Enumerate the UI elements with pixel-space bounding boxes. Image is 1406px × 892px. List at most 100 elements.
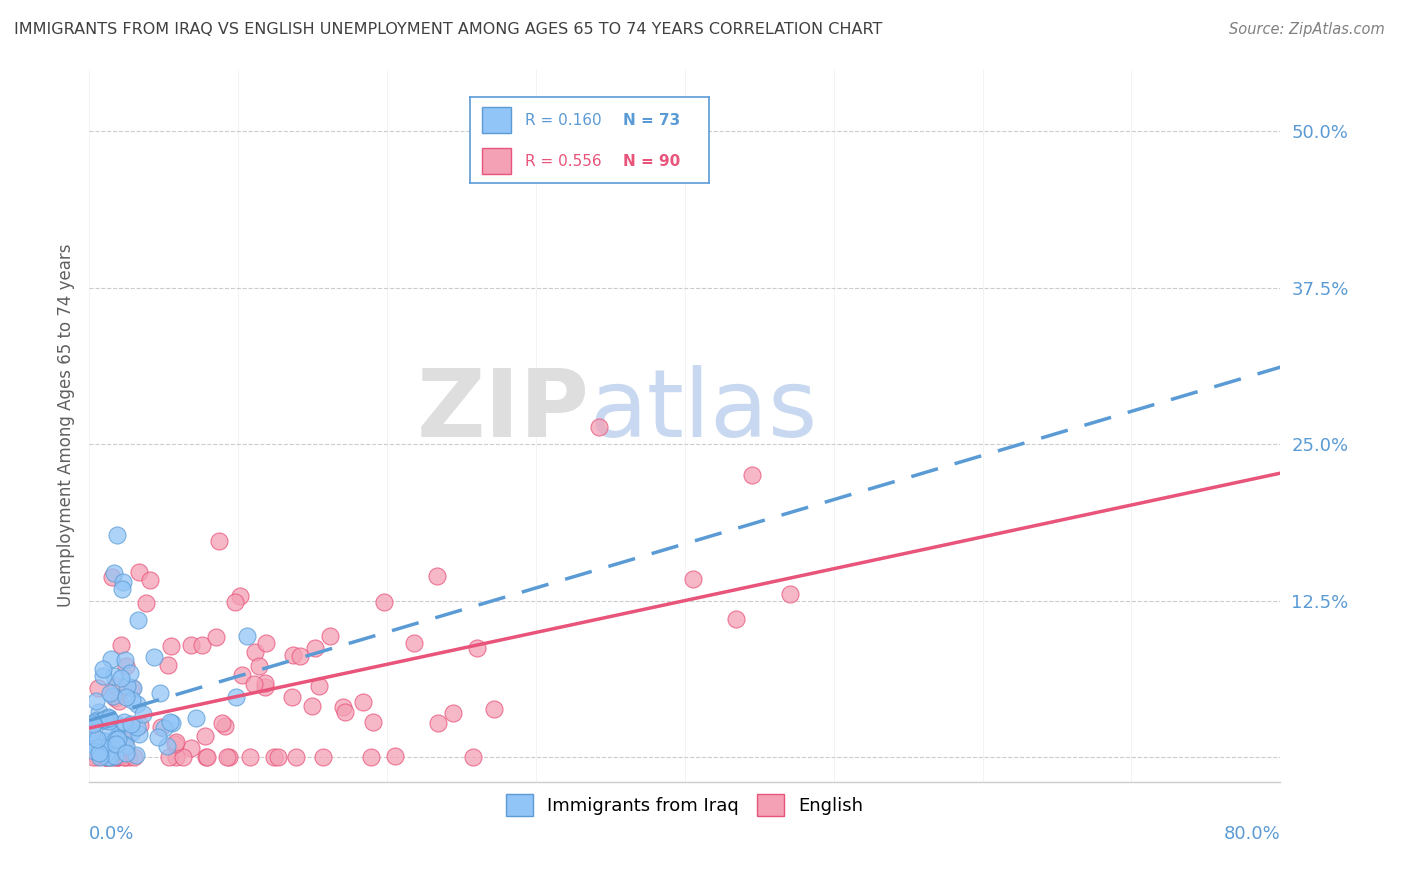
- Point: [129, 718, 152, 732]
- Point: [301, 699, 323, 714]
- Point: [120, 716, 142, 731]
- Point: [105, 527, 128, 541]
- Point: [96, 750, 118, 764]
- Text: 80.0%: 80.0%: [1223, 825, 1281, 843]
- Point: [80, 735, 103, 749]
- Point: [97, 710, 120, 724]
- Point: [105, 750, 128, 764]
- Y-axis label: Unemployment Among Ages 65 to 74 years: Unemployment Among Ages 65 to 74 years: [58, 244, 75, 607]
- Point: [114, 653, 136, 667]
- Point: [110, 671, 132, 685]
- Point: [104, 691, 127, 706]
- Point: [118, 750, 141, 764]
- Point: [332, 700, 354, 714]
- Point: [104, 749, 127, 764]
- Point: [139, 573, 162, 587]
- Point: [91, 714, 114, 728]
- Point: [110, 638, 132, 652]
- Point: [115, 659, 138, 673]
- Text: atlas: atlas: [589, 365, 818, 458]
- Point: [82, 717, 104, 731]
- Point: [148, 686, 170, 700]
- Point: [107, 732, 129, 747]
- Point: [86, 750, 108, 764]
- Point: [103, 750, 125, 764]
- Point: [98, 737, 121, 751]
- Point: [741, 467, 763, 482]
- Text: ZIP: ZIP: [416, 365, 589, 458]
- Point: [172, 750, 194, 764]
- Point: [384, 749, 406, 764]
- Point: [105, 731, 128, 745]
- Point: [105, 732, 128, 747]
- Text: 0.0%: 0.0%: [89, 825, 135, 843]
- Point: [588, 419, 610, 434]
- Point: [225, 690, 247, 704]
- Point: [121, 693, 143, 707]
- Point: [156, 739, 179, 754]
- Point: [115, 739, 138, 753]
- Point: [218, 750, 240, 764]
- Point: [93, 733, 115, 747]
- Point: [100, 570, 122, 584]
- Point: [482, 702, 505, 716]
- Point: [91, 714, 114, 728]
- Point: [156, 658, 179, 673]
- Point: [682, 573, 704, 587]
- Point: [280, 690, 302, 705]
- Point: [114, 750, 136, 764]
- Point: [93, 733, 115, 747]
- Point: [186, 711, 208, 725]
- Point: [229, 589, 252, 603]
- Point: [191, 638, 214, 652]
- Point: [132, 707, 155, 722]
- Point: [89, 749, 111, 764]
- Point: [108, 693, 131, 707]
- Point: [104, 737, 127, 751]
- Point: [125, 697, 148, 711]
- Point: [94, 750, 117, 764]
- Point: [267, 750, 290, 764]
- Point: [94, 746, 117, 760]
- Point: [304, 640, 326, 655]
- Point: [108, 718, 131, 732]
- Point: [127, 614, 149, 628]
- Point: [308, 679, 330, 693]
- Point: [89, 746, 111, 760]
- Point: [290, 649, 312, 664]
- Point: [163, 737, 186, 751]
- Point: [180, 740, 202, 755]
- Point: [125, 748, 148, 763]
- Point: [103, 669, 125, 683]
- Point: [121, 681, 143, 696]
- Point: [128, 566, 150, 580]
- Point: [461, 750, 484, 764]
- Point: [215, 750, 238, 764]
- Point: [115, 679, 138, 693]
- Point: [112, 714, 135, 729]
- Point: [114, 690, 136, 704]
- Point: [243, 677, 266, 691]
- Point: [100, 652, 122, 666]
- Text: Source: ZipAtlas.com: Source: ZipAtlas.com: [1229, 22, 1385, 37]
- Point: [86, 732, 108, 747]
- Point: [90, 742, 112, 756]
- Point: [162, 715, 184, 730]
- Point: [87, 706, 110, 720]
- Point: [83, 744, 105, 758]
- Point: [83, 714, 105, 729]
- Point: [98, 725, 121, 739]
- Point: [194, 729, 217, 743]
- Point: [360, 750, 382, 764]
- Point: [98, 711, 121, 725]
- Point: [404, 636, 426, 650]
- Point: [86, 714, 108, 728]
- Point: [122, 681, 145, 695]
- Point: [100, 750, 122, 764]
- Point: [427, 715, 450, 730]
- Point: [157, 750, 180, 764]
- Point: [93, 712, 115, 726]
- Point: [243, 645, 266, 659]
- Point: [98, 686, 121, 700]
- Point: [253, 680, 276, 694]
